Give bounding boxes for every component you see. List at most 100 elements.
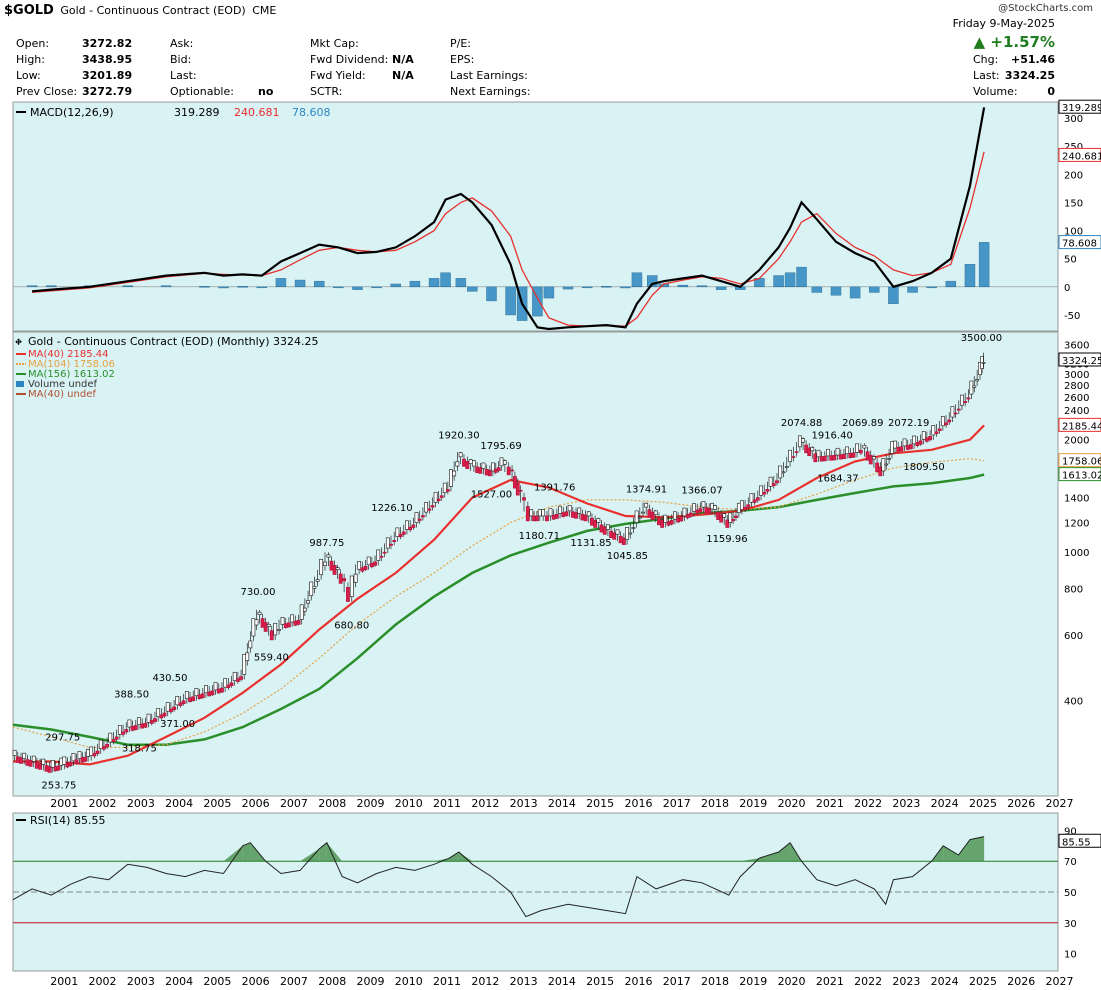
price-candle: [263, 622, 268, 632]
price-candle: [465, 461, 470, 469]
price-candle: [25, 759, 30, 766]
price-candle: [439, 495, 444, 498]
price-candle: [200, 693, 205, 699]
price-candle: [346, 587, 350, 602]
price-candle: [290, 614, 295, 623]
right-label-1: Last:: [973, 69, 1000, 82]
price-annotation: 1391.76: [534, 483, 575, 494]
price-annotation: 297.75: [45, 733, 80, 744]
price-candle: [299, 604, 304, 620]
price-candle: [468, 459, 473, 465]
watermark: @StockCharts.com: [998, 3, 1093, 14]
price-candle: [191, 696, 196, 701]
price-legend-item: MA(40) undef: [28, 389, 96, 400]
x-tick-label: 2010: [395, 797, 423, 810]
price-candle: [644, 502, 649, 508]
price-candle: [522, 497, 526, 501]
x-tick-label-bottom: 2015: [586, 975, 614, 988]
rsi-overbought-fill: [740, 858, 760, 862]
price-candle: [707, 508, 712, 515]
price-candle: [685, 514, 690, 519]
price-candle: [420, 515, 425, 518]
rsi-y-tick: 10: [1064, 950, 1077, 961]
ticker-symbol[interactable]: $GOLD: [4, 3, 54, 18]
price-candle: [515, 482, 520, 496]
price-candle: [56, 765, 61, 771]
price-candle: [829, 455, 834, 461]
price-candle: [631, 527, 636, 529]
price-candle: [153, 718, 157, 722]
price-annotation: 2074.88: [781, 418, 822, 429]
x-tick-label-bottom: 2026: [1007, 975, 1035, 988]
x-tick-label-bottom: 2002: [89, 975, 117, 988]
price-candle: [743, 506, 747, 510]
price-candle: [590, 517, 594, 526]
price-candle: [15, 756, 20, 763]
quote-label-0: Open:: [16, 37, 50, 50]
price-candle: [449, 469, 453, 487]
price-candle: [972, 385, 977, 388]
price-y-tick: 1400: [1064, 494, 1089, 505]
rsi-overbought-fill: [319, 842, 327, 862]
price-annotation: 730.00: [240, 587, 275, 598]
price-candle: [599, 524, 604, 533]
price-candle: [121, 731, 125, 735]
price-candle: [108, 732, 113, 743]
x-tick-label-bottom: 2024: [931, 975, 959, 988]
price-annotation: 3500.00: [961, 333, 1002, 344]
macd-hist-bar: [160, 285, 172, 288]
price-candle: [242, 654, 247, 675]
price-candle: [111, 739, 116, 743]
price-y-tick: 3600: [1064, 340, 1089, 351]
price-candle: [140, 723, 145, 729]
price-annotation: 1045.85: [607, 551, 648, 562]
macd-pane: [12, 101, 1059, 332]
macd-hist-bar: [256, 286, 268, 289]
price-candle: [719, 514, 724, 523]
price-annotation: 2072.19: [888, 418, 929, 429]
price-candle: [213, 682, 218, 691]
macd-hist-bar: [467, 286, 478, 292]
x-tick-label: 2001: [50, 797, 78, 810]
macd-hist-bar: [486, 286, 497, 302]
rsi-legend-title: RSI(14) 85.55: [30, 814, 105, 827]
price-candle: [496, 467, 501, 472]
price-y-tick: 600: [1064, 631, 1083, 642]
x-tick-label-bottom: 2009: [357, 975, 385, 988]
price-candle: [411, 524, 416, 528]
price-candle: [83, 756, 88, 762]
price-candle: [162, 712, 167, 717]
col2-label-1: Bid:: [170, 53, 192, 66]
macd-hist-bar: [505, 286, 516, 316]
price-candle: [417, 518, 422, 521]
price-candle: [445, 489, 450, 492]
right-value-1: 3324.25: [1004, 69, 1055, 82]
price-candle: [561, 512, 566, 517]
price-candle: [74, 759, 79, 764]
x-tick-label-bottom: 2008: [318, 975, 346, 988]
macd-hist-bar: [907, 286, 918, 293]
macd-y-tick: 50: [1064, 255, 1077, 266]
price-candle: [586, 511, 591, 517]
macd-hist-bar: [677, 284, 689, 288]
price-annotation: 2069.89: [842, 418, 883, 429]
price-candle: [570, 511, 575, 518]
x-tick-label: 2014: [548, 797, 576, 810]
x-tick-label-bottom: 2016: [624, 975, 652, 988]
x-tick-label-bottom: 2001: [50, 975, 78, 988]
price-candle: [277, 629, 281, 631]
price-annotation: 253.75: [41, 781, 76, 792]
price-candle: [159, 714, 164, 719]
price-candle: [537, 509, 542, 517]
price-candle: [672, 511, 677, 520]
price-candle: [475, 466, 480, 473]
macd-signal-right-label-box: [1058, 147, 1101, 162]
price-candle: [349, 575, 354, 597]
x-tick-label-bottom: 2005: [203, 975, 231, 988]
price-right-label-1-box: [1058, 417, 1101, 432]
macd-hist-bar: [333, 286, 344, 289]
price-candle: [583, 514, 588, 522]
price-candle: [602, 526, 607, 535]
price-candle: [287, 622, 291, 628]
